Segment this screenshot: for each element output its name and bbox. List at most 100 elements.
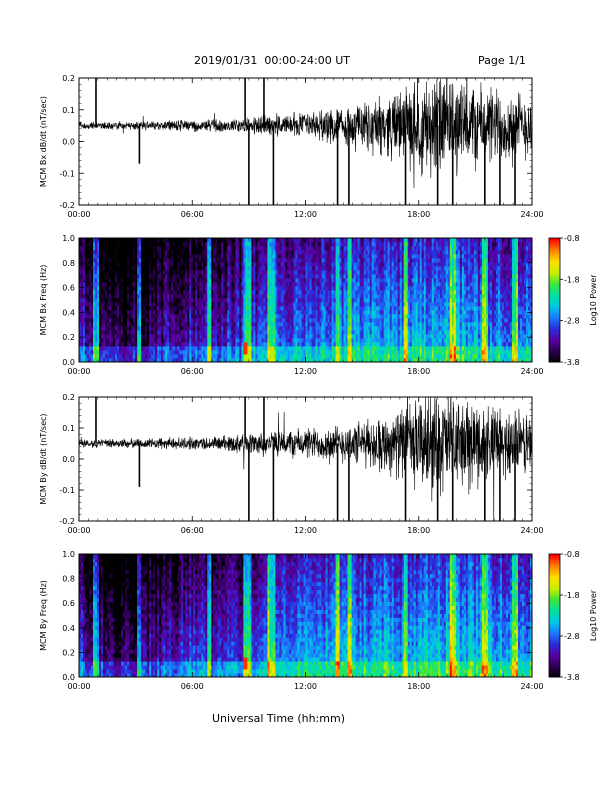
spectrogram-cell [235,286,238,291]
spectrogram-cell [347,318,350,323]
spectrogram-cell [275,342,278,347]
spectrogram-cell [89,330,92,335]
spectrogram-cell [273,238,276,243]
spectrogram-cell [175,354,178,359]
spectrogram-cell [283,322,286,327]
spectrogram-cell [369,270,373,275]
spectrogram-cell [341,314,344,319]
spectrogram-cell [133,334,136,339]
spectrogram-cell [227,258,230,263]
spectrogram-cell [135,282,138,287]
spectrogram-cell [273,294,276,299]
spectrogram-cell [371,238,375,243]
spectrogram-cell [107,350,110,355]
spectrogram-cell [133,270,136,275]
spectrogram-cell [121,346,124,351]
spectrogram-cell [239,330,242,335]
spectrogram-cell [345,326,348,331]
spectrogram-cell [99,294,102,299]
spectrogram-cell [387,298,391,303]
spectrogram-cell [117,250,120,255]
spectrogram-cell [171,246,174,251]
spectrogram-cell [219,310,222,315]
spectrogram-cell [357,350,361,355]
spectrogram-cell [379,262,383,267]
spectrogram-cell [341,262,344,267]
spectrogram-cell [361,290,365,295]
spectrogram-cell [201,242,204,247]
spectrogram-cell [153,310,156,315]
spectrogram-cell [311,282,314,287]
spectrogram-cell [279,254,282,259]
spectrogram-cell [257,342,260,347]
spectrogram-cell [89,358,92,362]
spectrogram-cell [139,262,142,267]
spectrogram-cell [259,258,262,263]
spectrogram-cell [95,274,98,279]
spectrogram-cell [343,282,346,287]
spectrogram-cell [197,334,200,339]
spectrogram-cell [87,246,90,251]
spectrogram-cell [315,302,318,307]
spectrogram-cell [367,286,371,291]
spectrogram-cell [151,314,154,319]
spectrogram-cell [119,326,122,331]
spectrogram-cell [219,294,222,299]
spectrogram-cell [247,342,250,347]
spectrogram-cell [203,242,206,247]
spectrogram-cell [367,330,371,335]
spectrogram-cell [165,242,168,247]
spectrogram-cell [253,278,256,283]
spectrogram-cell [111,330,114,335]
spectrogram-cell [335,246,338,251]
spectrogram-cell [371,306,375,311]
spectrogram-cell [183,334,186,339]
spectrogram-cell [297,314,300,319]
spectrogram-cell [269,274,272,279]
spectrogram-cell [265,298,268,303]
spectrogram-cell [283,270,286,275]
spectrogram-cell [103,334,106,339]
spectrogram-cell [187,246,190,251]
spectrogram-cell [117,274,120,279]
spectrogram-cell [109,326,112,331]
spectrogram-cell [375,294,379,299]
spectrogram-cell [263,294,266,299]
spectrogram-cell [147,350,150,355]
spectrogram-cell [301,250,304,255]
spectrogram-cell [363,318,367,323]
spectrogram-cell [189,342,192,347]
spectrogram-cell [293,322,296,327]
spectrogram-cell [377,350,381,355]
spectrogram-cell [243,258,246,263]
spectrogram-cell [211,314,214,319]
spectrogram-cell [201,306,204,311]
spectrogram-cell [109,274,112,279]
spectrogram-cell [243,310,246,315]
spectrogram-cell [373,350,377,355]
spectrogram-cell [347,298,350,303]
spectrogram-cell [217,358,220,362]
spectrogram-cell [345,242,348,247]
spectrogram-cell [331,330,334,335]
spectrogram-cell [109,318,112,323]
spectrogram-cell [213,238,216,243]
spectrogram-cell [257,334,260,339]
spectrogram-cell [93,254,96,259]
spectrogram-cell [135,238,138,243]
spectrogram-cell [375,354,379,359]
spectrogram-cell [85,310,88,315]
spectrogram-cell [147,298,150,303]
spectrogram-cell [237,262,240,267]
spectrogram-cell [315,262,318,267]
spectrogram-cell [113,330,116,335]
spectrogram-cell [231,282,234,287]
spectrogram-cell [387,270,391,275]
spectrogram-cell [113,310,116,315]
spectrogram-cell [137,242,140,247]
spectrogram-cell [297,274,300,279]
spectrogram-cell [323,246,326,251]
spectrogram-cell [283,262,286,267]
spectrogram-cell [257,270,260,275]
spectrogram-cell [149,322,152,327]
